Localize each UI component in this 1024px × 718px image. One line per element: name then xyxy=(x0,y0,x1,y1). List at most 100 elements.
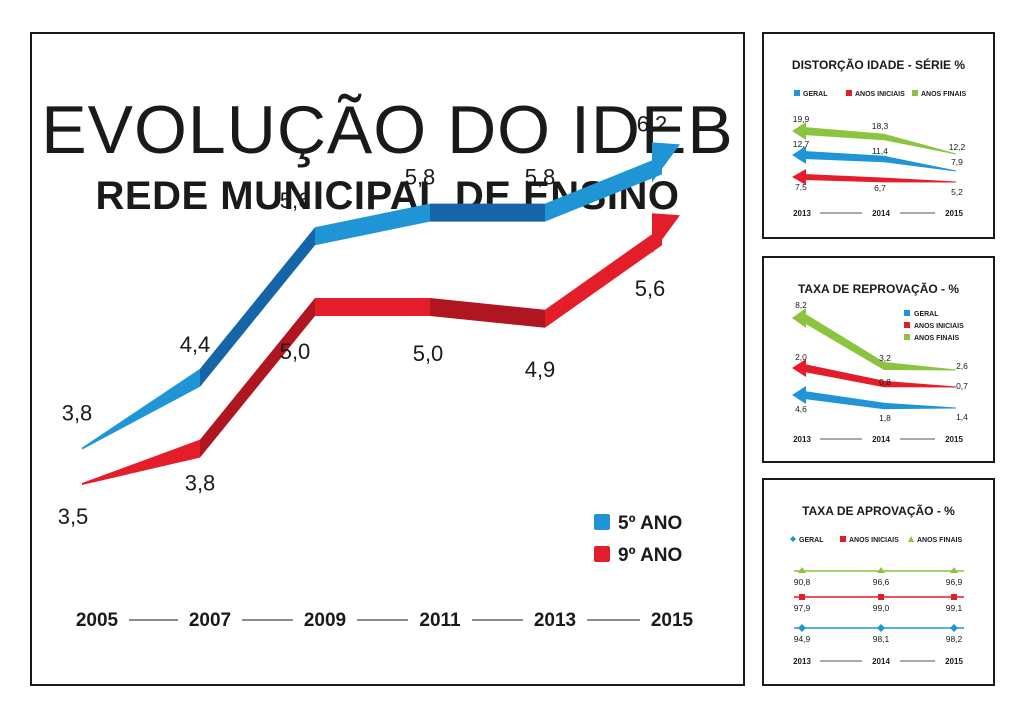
series-5-ano-label-2013: 5,8 xyxy=(525,165,556,190)
series-anos-finais-label-2015: 96,9 xyxy=(946,577,963,587)
series-anos-finais-label-2014: 18,3 xyxy=(872,121,889,131)
reprovacao-panel: TAXA DE REPROVAÇÃO - % GERAL ANOS INICIAI… xyxy=(762,256,995,463)
series-anos-iniciais-arrowhead xyxy=(792,359,806,377)
distorcao-chart: GERAL ANOS INICIAIS ANOS FINAIS 19,9 18,3 12,… xyxy=(792,90,966,218)
series-geral-point-2015 xyxy=(950,624,958,632)
legend-swatch-anos-finais xyxy=(908,536,914,542)
series-geral-arrowhead xyxy=(792,146,806,164)
series-9-ano-label-2013: 4,9 xyxy=(525,357,556,382)
legend-swatch-geral xyxy=(790,536,796,542)
series-anos-iniciais-label-2013: 7,5 xyxy=(795,182,807,192)
series-5-ano-segment-3 xyxy=(315,203,430,246)
legend: GERAL xyxy=(790,536,824,544)
x-tick-2014: 2014 xyxy=(872,209,890,218)
x-tick-2013: 2013 xyxy=(793,657,811,666)
series-5-ano-ribbon xyxy=(82,142,680,450)
series-anos-finais-line xyxy=(794,567,964,573)
series-5-ano-arrowhead xyxy=(652,142,680,183)
series-anos-finais-label-2013: 19,9 xyxy=(793,114,810,124)
x-tick-2015: 2015 xyxy=(945,657,963,666)
legend-swatch-geral xyxy=(794,90,800,96)
series-anos-iniciais-segment-2 xyxy=(804,364,884,388)
series-5-ano-label-2011: 5,8 xyxy=(405,165,436,190)
legend-label-5-ano: 5º ANO xyxy=(618,513,682,534)
legend-label-anos-finais: ANOS FINAIS xyxy=(914,335,959,342)
series-anos-iniciais-label-2013: 2,0 xyxy=(795,352,807,362)
series-geral-segment-1 xyxy=(884,402,956,410)
series-anos-iniciais-segment-1 xyxy=(884,177,956,183)
series-geral-label-2014: 98,1 xyxy=(873,634,890,644)
series-anos-finais-label-2015: 12,2 xyxy=(949,142,966,152)
series-9-ano-label-2005: 3,5 xyxy=(58,504,89,529)
series-anos-iniciais-point-2014 xyxy=(878,594,884,600)
legend-swatch-anos-iniciais xyxy=(840,536,846,542)
series-geral-label-2014: 11,4 xyxy=(872,146,888,156)
legend-swatch-anos-iniciais xyxy=(846,90,852,96)
series-9-ano-label-2007: 3,8 xyxy=(185,471,216,496)
ideb-chart: 3,8 4,4 5,6 5,8 5,8 6,2 3,5 3,8 5,0 5,0 4,9 5,6 5º A… xyxy=(58,111,694,631)
x-axis: 2013 2014 2015 xyxy=(793,209,963,218)
series-5-ano-label-2015: 6,2 xyxy=(637,111,668,136)
series-anos-finais-segment-2 xyxy=(804,313,884,370)
series-geral-line xyxy=(792,386,956,410)
series-anos-iniciais-line xyxy=(794,594,964,600)
series-anos-iniciais-arrowhead xyxy=(792,169,806,185)
x-tick-2015: 2015 xyxy=(651,610,694,631)
legend-label-anos-finais: ANOS FINAIS xyxy=(917,537,962,544)
series-anos-finais-point-2015 xyxy=(950,567,958,573)
series-anos-finais-label-2013: 90,8 xyxy=(794,577,811,587)
series-5-ano-segment-5 xyxy=(545,156,662,222)
series-anos-finais-label-2013: 8,2 xyxy=(795,300,807,310)
x-axis: 2005 2007 2009 2011 2013 2015 xyxy=(76,610,694,631)
series-anos-iniciais-segment-1 xyxy=(884,380,956,388)
series-geral-point-2013 xyxy=(798,624,806,632)
series-anos-finais-point-2014 xyxy=(877,567,885,573)
x-tick-2011: 2011 xyxy=(419,610,461,631)
series-9-ano-label-2009: 5,0 xyxy=(280,339,311,364)
series-5-ano-label-2009: 5,6 xyxy=(280,188,311,213)
series-anos-iniciais-segment-2 xyxy=(804,174,884,183)
series-anos-iniciais-label-2015: 99,1 xyxy=(946,603,963,613)
aprovacao-title: TAXA DE APROVAÇÃO - % xyxy=(802,504,955,518)
legend: ANOS INICIAIS xyxy=(840,536,899,544)
series-anos-iniciais-label-2015: 0,7 xyxy=(956,381,968,391)
x-tick-2015: 2015 xyxy=(945,209,963,218)
legend-label-anos-finais: ANOS FINAIS xyxy=(921,91,966,98)
legend-swatch-anos-finais xyxy=(912,90,918,96)
series-anos-finais-line xyxy=(792,308,956,371)
series-9-ano-label-2015: 5,6 xyxy=(635,276,666,301)
series-geral-point-2014 xyxy=(877,624,885,632)
series-anos-iniciais-point-2013 xyxy=(799,594,805,600)
series-geral-line xyxy=(794,624,964,632)
x-tick-2014: 2014 xyxy=(872,657,890,666)
legend-label-geral: GERAL xyxy=(914,311,939,318)
series-9-ano-arrowhead xyxy=(652,213,680,254)
legend-label-geral: GERAL xyxy=(799,537,824,544)
series-anos-iniciais-line xyxy=(792,169,956,185)
series-geral-label-2014: 1,8 xyxy=(879,413,891,423)
legend-swatch-5-ano xyxy=(594,514,610,530)
series-anos-iniciais-line xyxy=(792,359,956,388)
legend-label-anos-iniciais: ANOS INICIAIS xyxy=(849,537,899,544)
series-anos-iniciais-label-2014: 99,0 xyxy=(873,603,890,613)
legend: ANOS FINAIS xyxy=(908,536,962,544)
series-geral-segment-1 xyxy=(884,155,956,172)
series-9-ano-label-2011: 5,0 xyxy=(413,341,444,366)
series-anos-iniciais-point-2015 xyxy=(951,594,957,600)
series-9-ano-segment-3 xyxy=(315,298,430,316)
x-tick-2014: 2014 xyxy=(872,435,890,444)
reprovacao-chart: GERAL ANOS INICIAIS ANOS FINAIS 8,2 3,2 2,6 2,… xyxy=(792,300,968,444)
legend: GERAL ANOS INICIAIS ANOS FINAIS xyxy=(794,90,966,98)
series-5-ano-label-2005: 3,8 xyxy=(62,401,93,426)
series-5-ano-segment-2 xyxy=(200,227,315,387)
legend-swatch-anos-iniciais xyxy=(904,322,910,328)
distorcao-panel: DISTORÇÃO IDADE - SÉRIE % GERAL ANOS INIC… xyxy=(762,32,995,239)
series-anos-iniciais-label-2015: 5,2 xyxy=(951,187,963,197)
legend: GERAL ANOS INICIAIS ANOS FINAIS xyxy=(904,310,964,342)
series-5-ano-segment-4 xyxy=(430,203,545,222)
x-tick-2015: 2015 xyxy=(945,435,963,444)
series-5-ano-label-2007: 4,4 xyxy=(180,332,211,357)
series-geral-line xyxy=(792,146,956,172)
reprovacao-title: TAXA DE REPROVAÇÃO - % xyxy=(797,282,960,296)
legend-swatch-anos-finais xyxy=(904,334,910,340)
